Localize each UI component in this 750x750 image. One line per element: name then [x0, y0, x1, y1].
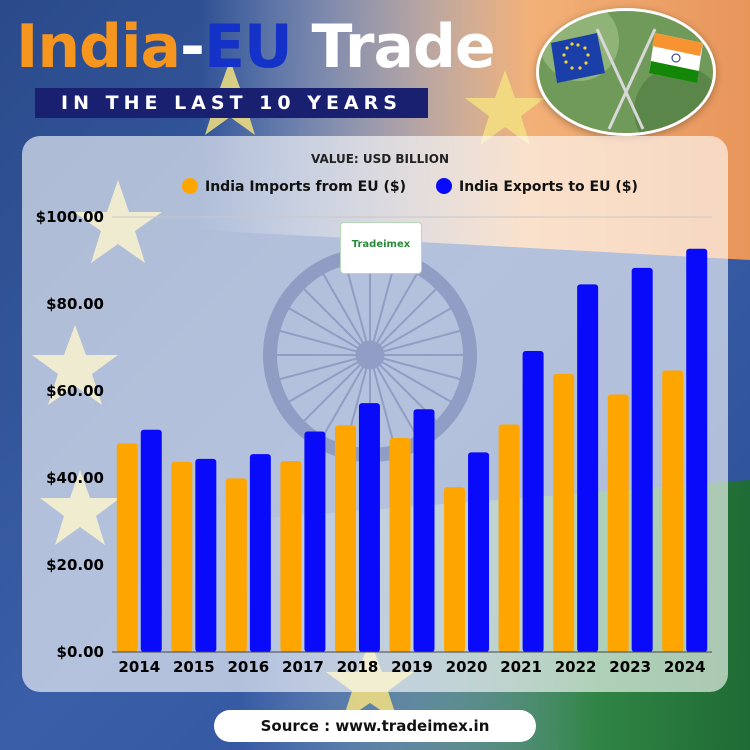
- x-tick-label: 2014: [118, 658, 160, 676]
- bar-exports: [686, 248, 708, 652]
- bar-imports: [607, 394, 629, 652]
- bar-exports: [468, 452, 490, 652]
- title-word-trade: Trade: [291, 12, 496, 82]
- bar-exports: [522, 350, 544, 652]
- x-tick-label: 2020: [446, 658, 488, 676]
- x-tick-label: 2017: [282, 658, 324, 676]
- bar-exports: [358, 403, 380, 652]
- x-tick-label: 2018: [337, 658, 379, 676]
- bar-imports: [498, 424, 520, 652]
- x-tick-label: 2021: [500, 658, 542, 676]
- bar-exports: [249, 454, 271, 652]
- legend: India Imports from EU ($) India Exports …: [182, 178, 638, 195]
- x-tick-label: 2015: [173, 658, 215, 676]
- y-tick-label: $40.00: [46, 469, 104, 487]
- bars: [116, 248, 708, 652]
- bar-exports: [304, 431, 326, 652]
- bar-imports: [389, 437, 411, 652]
- y-tick-label: $80.00: [46, 295, 104, 313]
- y-tick-label: $0.00: [57, 643, 104, 661]
- bar-exports: [140, 429, 162, 652]
- bar-imports: [171, 461, 193, 652]
- bar-imports: [662, 370, 684, 652]
- page-title: India-EU Trade: [16, 12, 496, 82]
- y-tick-label: $20.00: [46, 556, 104, 574]
- bar-exports: [195, 458, 217, 652]
- title-word-eu: EU: [203, 12, 293, 82]
- chart-unit-label: VALUE: USD BILLION: [311, 152, 449, 166]
- bar-exports: [631, 267, 653, 652]
- y-tick-label: $60.00: [46, 382, 104, 400]
- legend-swatch-imports: [182, 178, 198, 194]
- bar-imports: [116, 443, 138, 652]
- bar-imports: [444, 487, 466, 652]
- subtitle-banner: IN THE LAST 10 YEARS: [35, 88, 428, 118]
- bar-exports: [413, 409, 435, 652]
- x-tick-label: 2019: [391, 658, 433, 676]
- logo-text: Tradeimex: [351, 239, 411, 250]
- x-tick-label: 2016: [227, 658, 269, 676]
- bar-exports: [577, 284, 599, 652]
- y-axis: $0.00 $20.00 $40.00 $60.00 $80.00 $100.00: [36, 208, 104, 661]
- legend-swatch-exports: [436, 178, 452, 194]
- legend-label-exports: India Exports to EU ($): [459, 179, 638, 195]
- x-axis: 2014 2015 2016 2017 2018 2019 2020 2021 2022 2023…: [118, 658, 705, 676]
- source-label: Source : www.tradeimex.in: [214, 710, 536, 742]
- eu-star: [465, 70, 545, 145]
- bar-imports: [553, 374, 575, 652]
- title-word-india: India: [16, 12, 181, 82]
- y-tick-label: $100.00: [36, 208, 104, 226]
- bar-imports: [280, 461, 302, 652]
- bar-imports: [225, 478, 247, 652]
- legend-label-imports: India Imports from EU ($): [205, 179, 406, 195]
- title-dash: -: [180, 12, 205, 82]
- crossed-flags-eu-india-icon: [536, 8, 716, 136]
- bar-imports: [334, 425, 356, 652]
- x-tick-label: 2023: [609, 658, 651, 676]
- tradeimex-logo: Tradeimex: [340, 222, 422, 274]
- x-tick-label: 2024: [664, 658, 706, 676]
- x-tick-label: 2022: [555, 658, 597, 676]
